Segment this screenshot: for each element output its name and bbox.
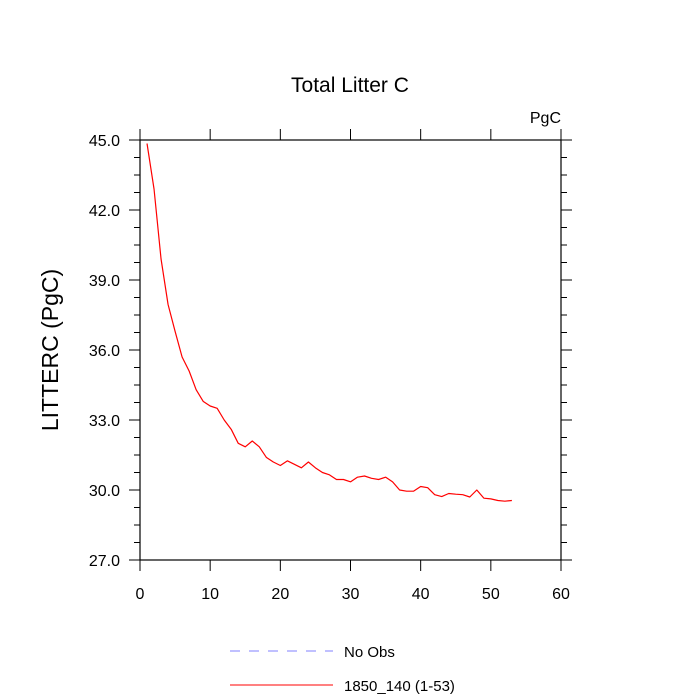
x-tick-label: 10: [201, 586, 219, 603]
legend: No Obs 1850_140 (1-53): [230, 644, 455, 695]
x-tick-label: 30: [342, 586, 360, 603]
series-layer: [146, 143, 512, 502]
legend-label: 1850_140 (1-53): [344, 678, 455, 695]
plot-frame: [139, 139, 562, 561]
y-tick-label: 39.0: [89, 273, 120, 290]
y-tick-label: 45.0: [89, 133, 120, 150]
units-label: PgC: [530, 110, 561, 127]
plot-border: [139, 139, 562, 561]
x-tick-label: 40: [412, 586, 430, 603]
chart-title: Total Litter C: [291, 74, 409, 97]
x-axis-ticks: 0 10 20 30 40 50 60: [136, 129, 570, 603]
y-tick-label: 36.0: [89, 343, 120, 360]
series-line: [146, 143, 512, 502]
y-tick-label: 30.0: [89, 483, 120, 500]
x-tick-label: 0: [136, 586, 145, 603]
y-tick-label: 33.0: [89, 413, 120, 430]
y-axis-label: LITTERC (PgC): [37, 269, 63, 431]
x-tick-label: 20: [271, 586, 289, 603]
y-tick-label: 27.0: [89, 553, 120, 570]
x-tick-label: 50: [482, 586, 500, 603]
x-tick-label: 60: [552, 586, 570, 603]
y-axis-ticks: 27.0 30.0 33.0 36.0 39.0 42.0 45.0: [89, 133, 572, 570]
legend-label: No Obs: [344, 644, 395, 661]
y-tick-label: 42.0: [89, 203, 120, 220]
